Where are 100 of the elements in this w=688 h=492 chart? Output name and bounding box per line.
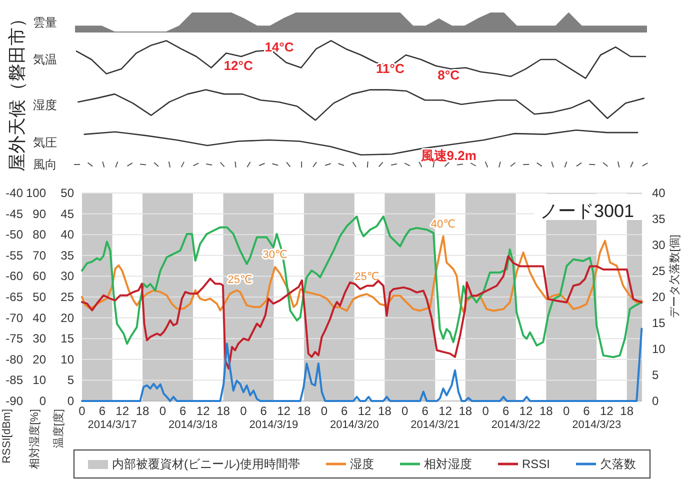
x-tick-label: 0 <box>78 404 86 418</box>
x-tick-label: 12 <box>196 404 210 418</box>
x-tick-label: 18 <box>216 404 230 418</box>
x-tick-label: 0 <box>320 404 328 418</box>
y-tick-label: 30 <box>60 269 74 284</box>
annotation: 25℃ <box>354 271 380 284</box>
y-axis-title: 気温 <box>33 52 57 66</box>
text: 2014/3/22 <box>491 419 540 431</box>
text: 2014/3/17 <box>88 419 137 431</box>
x-tick-label: 18 <box>620 404 634 418</box>
y2-tick-label: 60 <box>32 269 46 284</box>
x-tick-label: 18 <box>136 404 150 418</box>
y2-tick-label: 15 <box>652 316 666 330</box>
text: 2014/3/18 <box>168 419 218 431</box>
x-tick-label: 0 <box>240 404 248 418</box>
x-tick-label: 18 <box>539 404 554 418</box>
y-tick-label: 5 <box>67 373 74 388</box>
x-tick-label: 6 <box>98 404 106 418</box>
y-tick-label: -65 <box>6 290 24 304</box>
y2-tick-label: 20 <box>32 352 46 366</box>
x-tick-label: 6 <box>502 404 510 418</box>
y2-tick-label: 50 <box>32 290 46 304</box>
chart-title: ノード3001 <box>540 201 634 221</box>
y2-tick-label: 90 <box>32 206 46 221</box>
y-tick-label: -75 <box>6 332 24 346</box>
text: 風向 <box>33 158 57 172</box>
y-axis-title: 雲量 <box>33 16 57 30</box>
y-tick-label: 0 <box>67 394 74 408</box>
y-tick-label: -90 <box>6 394 24 408</box>
y2-tick-label: 0 <box>652 394 659 408</box>
x-tick-label: 12 <box>116 404 130 418</box>
text: RSSI <box>522 457 550 471</box>
y2-tick-label: 35 <box>652 212 666 226</box>
x-tick-label: 12 <box>358 404 372 418</box>
x-tick-label: 12 <box>438 404 452 418</box>
y-tick-label: -85 <box>6 373 24 388</box>
y-tick-label: 45 <box>60 206 74 221</box>
y-axis-title: 温度[度] <box>52 409 65 448</box>
x-tick-label: 6 <box>341 404 348 418</box>
y-tick-label: -40 <box>6 186 24 200</box>
y-axis-title: RSSI[dBm] <box>1 409 13 464</box>
text: 欠落数 <box>600 457 636 471</box>
y2-tick-label: 20 <box>652 290 666 304</box>
y-tick-label: -55 <box>6 248 24 262</box>
text: 2014/3/20 <box>330 419 379 431</box>
x-tick-label: 6 <box>583 404 590 418</box>
y-tick-label: 40 <box>60 228 74 242</box>
annotation: 8°C <box>438 68 460 83</box>
x-tick-label: 12 <box>600 404 614 418</box>
y2-axis-title: 相対湿度[%] <box>28 409 41 469</box>
y-tick-label: -70 <box>6 310 24 325</box>
y-tick-label: -45 <box>6 206 24 221</box>
y-axis-title: 気圧 <box>33 136 57 150</box>
y-tick-label: 10 <box>60 352 74 366</box>
y-tick-label: -50 <box>6 228 24 242</box>
y2-tick-label: 40 <box>32 310 46 325</box>
x-tick-label: 0 <box>482 404 490 418</box>
annotation: 25℃ <box>228 274 252 286</box>
text: 屋外天候（磐田市） <box>7 10 27 172</box>
y-tick-label: 25 <box>60 290 74 304</box>
y-axis-title: 湿度 <box>33 98 57 112</box>
y2-tick-label: 100 <box>26 186 46 200</box>
annotation: 11°C <box>376 60 405 76</box>
y-tick-label: 20 <box>60 310 74 325</box>
legend-label: 湿度 <box>350 457 374 471</box>
y2-tick-label: 25 <box>652 264 666 278</box>
annotation: 風速9.2m <box>420 148 476 163</box>
x-tick-label: 12 <box>519 404 533 418</box>
y2-tick-label: 30 <box>652 238 666 252</box>
text: 2014/3/23 <box>572 419 622 431</box>
y-tick-label: -80 <box>6 352 24 366</box>
y2-tick-label: 5 <box>652 368 659 382</box>
y-tick-label: 35 <box>60 248 74 262</box>
annotation: 40℃ <box>430 218 456 230</box>
x-tick-label: 6 <box>422 404 429 418</box>
line-series <box>81 235 643 313</box>
annotation: 12°C <box>224 58 254 74</box>
x-tick-label: 6 <box>260 404 268 418</box>
x-tick-label: 12 <box>277 404 291 418</box>
y-tick-label: 15 <box>60 332 74 346</box>
y2-tick-label: 70 <box>32 248 46 262</box>
y2-tick-label: 80 <box>32 228 46 242</box>
y2-tick-label: 40 <box>652 186 666 200</box>
legend-label: 相対湿度 <box>424 457 472 471</box>
text: 2014/3/19 <box>249 419 298 431</box>
y2-tick-label: 0 <box>39 394 46 408</box>
x-tick-label: 18 <box>458 404 472 418</box>
y-tick-label: -60 <box>6 269 24 284</box>
y2-tick-label: 10 <box>32 373 46 388</box>
x-tick-label: 6 <box>180 404 187 418</box>
legend-label: 内部被覆資材(ビニール)使用時間帯 <box>112 457 300 471</box>
x-tick-label: 18 <box>378 404 392 418</box>
y2-axis-title: データ欠落数[個] <box>668 234 681 318</box>
x-tick-label: 0 <box>402 404 409 418</box>
x-tick-label: 0 <box>562 404 570 418</box>
annotation: 14°C <box>264 39 294 54</box>
y-tick-label: 50 <box>60 186 74 200</box>
y2-tick-label: 10 <box>652 342 666 356</box>
text: 2014/3/21 <box>410 419 460 431</box>
line-series <box>81 328 643 402</box>
